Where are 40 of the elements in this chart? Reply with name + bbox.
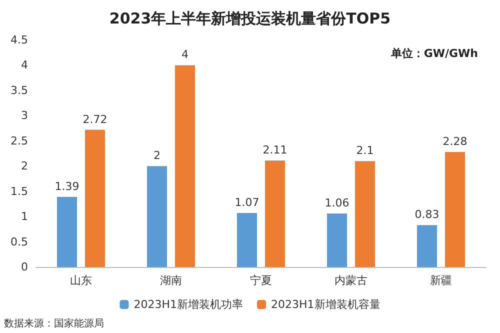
bar [147, 166, 167, 267]
data-label: 4 [182, 48, 188, 62]
data-label: 2 [154, 149, 160, 162]
y-tick-label: 0 [21, 260, 28, 274]
source-note: 数据来源：国家能源局 [4, 318, 104, 330]
bar [417, 225, 437, 267]
data-label: 2.28 [442, 134, 468, 148]
y-tick-label: 1 [21, 210, 28, 224]
x-tick-label: 山东 [70, 274, 92, 287]
data-label: 0.83 [414, 208, 440, 222]
bar [445, 152, 465, 267]
y-tick-label: 3 [21, 109, 28, 122]
x-tick-label: 宁夏 [250, 274, 272, 287]
legend-label: 2023H1新增装机容量 [271, 298, 380, 311]
bar [265, 160, 285, 267]
x-tick-label: 新疆 [430, 274, 452, 287]
y-tick-label: 4 [21, 58, 28, 72]
y-tick-label: 2.5 [10, 134, 28, 148]
y-tick-label: 0.5 [10, 235, 28, 248]
bar [57, 196, 77, 267]
y-tick-label: 1.5 [10, 184, 28, 198]
legend-label: 2023H1新增装机功率 [134, 298, 243, 311]
data-label: 2.11 [262, 144, 288, 157]
y-tick-label: 3.5 [10, 84, 28, 97]
data-label: 2.72 [82, 112, 108, 126]
bar [237, 213, 257, 267]
chart-title: 2023年上半年新增投运装机量省份TOP5 [109, 10, 391, 28]
bar [175, 65, 195, 267]
y-tick-label: 4.5 [10, 34, 28, 46]
bar [355, 161, 375, 267]
bar [327, 214, 347, 267]
data-label: 1.39 [54, 180, 80, 193]
data-label: 2.1 [356, 144, 374, 158]
data-label: 1.06 [324, 196, 350, 210]
x-tick-label: 湖南 [160, 274, 182, 287]
data-label: 1.07 [234, 196, 260, 210]
annotation: 单位：GW/GWh [390, 47, 478, 60]
bar [85, 130, 105, 267]
x-tick-label: 内蒙古 [334, 274, 368, 287]
y-tick-label: 2 [21, 160, 28, 173]
